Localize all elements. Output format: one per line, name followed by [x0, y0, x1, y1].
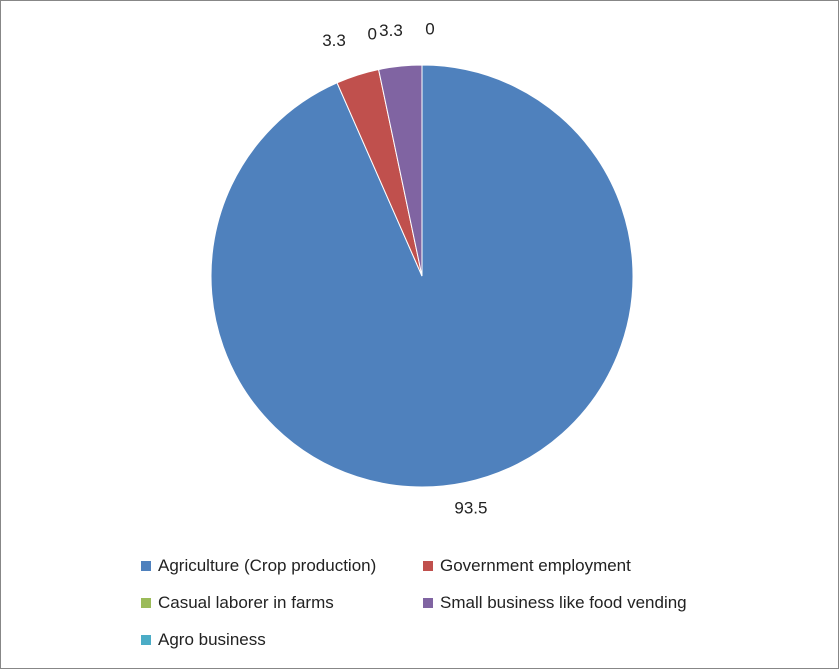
legend-item-agriculture-crop-production: Agriculture (Crop production): [141, 556, 376, 576]
data-label-agro-business: 0: [425, 19, 434, 38]
legend-label: Agro business: [158, 630, 266, 649]
legend-label: Small business like food vending: [440, 593, 687, 612]
data-label-agriculture-crop-production: 93.5: [454, 498, 487, 517]
legend-item-small-business-like-food-vending: Small business like food vending: [423, 593, 687, 613]
legend-swatch: [141, 598, 151, 608]
legend-item-government-employment: Government employment: [423, 556, 631, 576]
pie-slice-small-business-like-food-vending: [378, 64, 423, 277]
legend-item-casual-laborer-in-farms: Casual laborer in farms: [141, 593, 334, 613]
legend-item-agro-business: Agro business: [141, 630, 266, 650]
legend-label: Casual laborer in farms: [158, 593, 334, 612]
legend-swatch: [423, 598, 433, 608]
legend-swatch: [141, 635, 151, 645]
legend-label: Government employment: [440, 556, 631, 575]
data-label-casual-laborer-in-farms: 0: [367, 25, 376, 44]
data-label-government-employment: 3.3: [322, 31, 346, 50]
legend-swatch: [141, 561, 151, 571]
legend-label: Agriculture (Crop production): [158, 556, 377, 575]
data-label-small-business-like-food-vending: 3.3: [379, 21, 403, 40]
legend-swatch: [423, 561, 433, 571]
